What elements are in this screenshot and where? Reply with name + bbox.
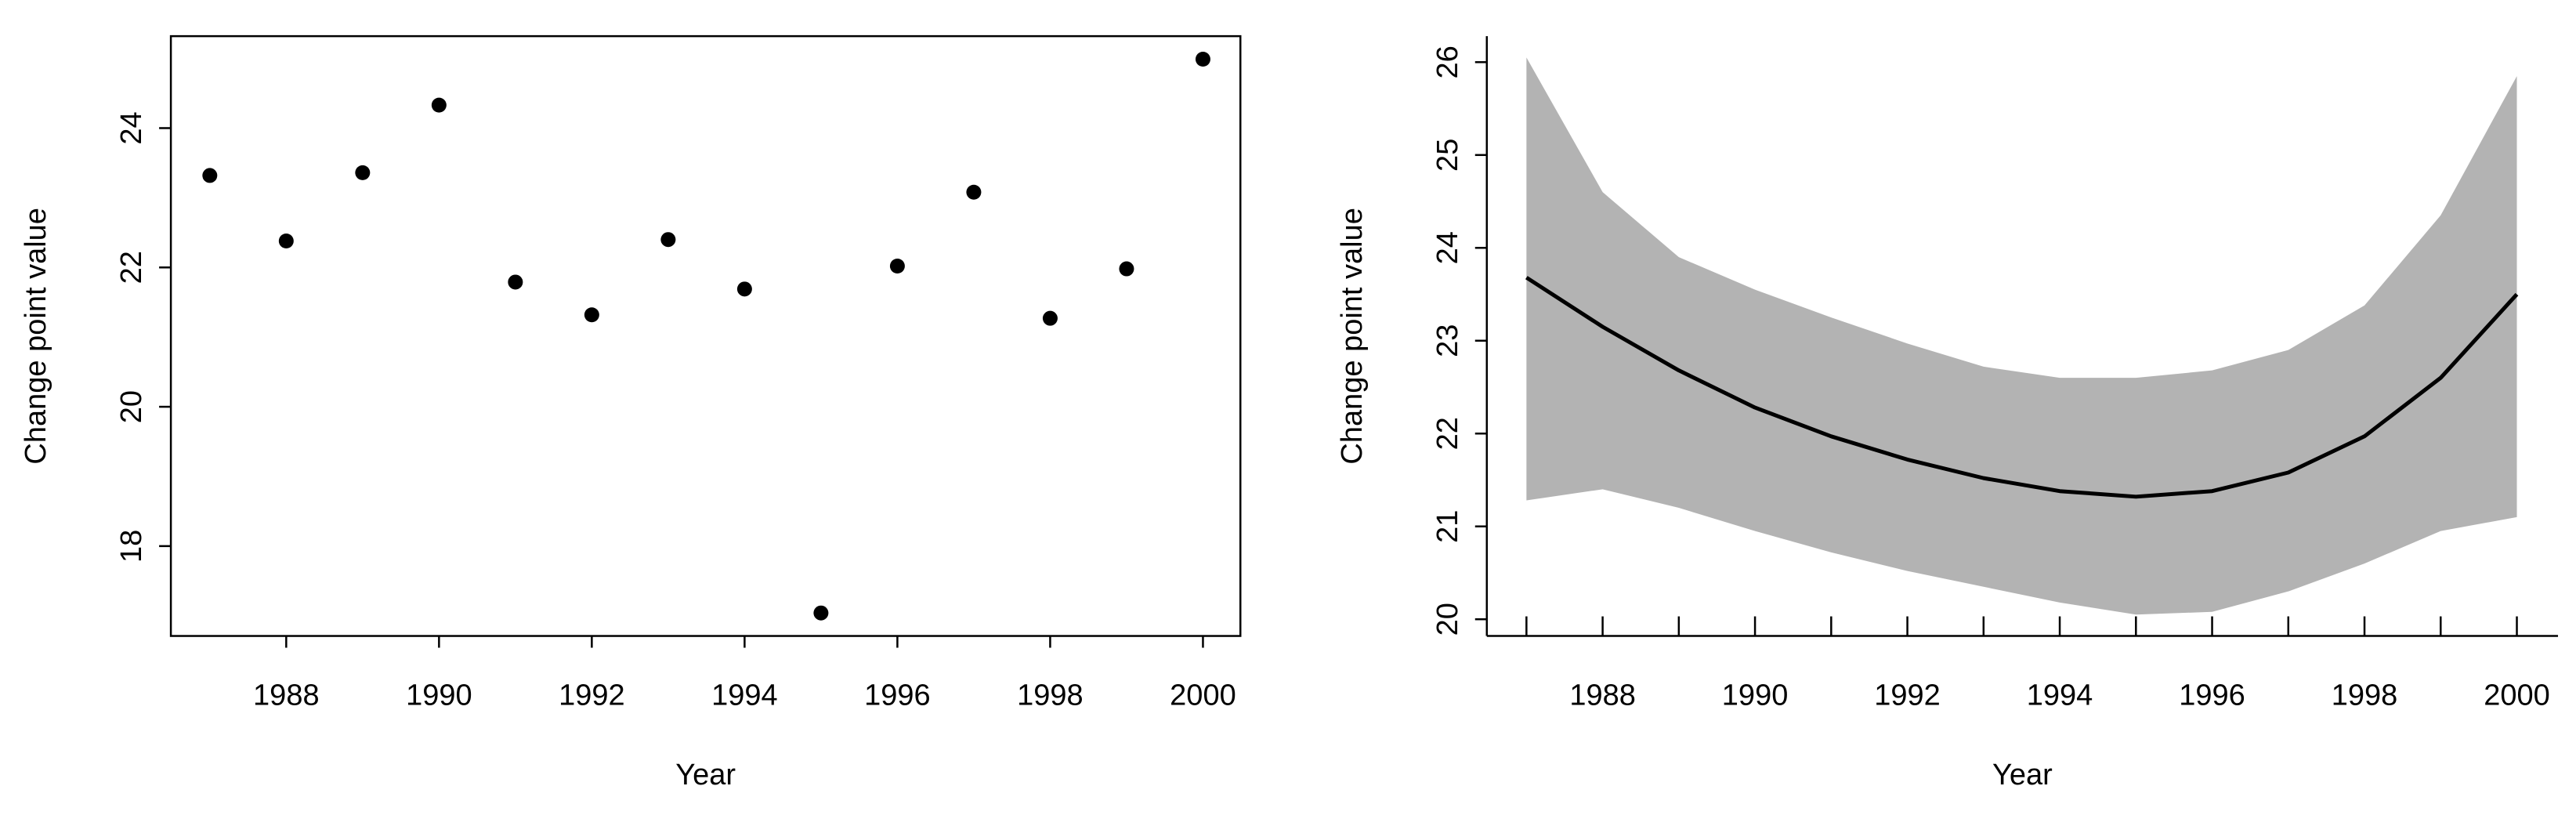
x-axis-title: Year [1992,759,2053,791]
point [1119,261,1134,277]
x-axis-title: Year [675,759,736,791]
point [1195,51,1210,67]
x-tick-label: 1988 [253,679,320,712]
x-tick-label: 1990 [406,679,472,712]
x-tick-label: 1992 [559,679,625,712]
y-tick-label: 20 [1431,603,1464,636]
confidence-band [1526,57,2517,615]
x-tick-label: 1996 [2179,679,2245,712]
y-axis-title: Change point value [1336,208,1369,464]
y-tick-label: 24 [115,111,148,144]
point [508,274,523,290]
x-tick-label: 1996 [864,679,931,712]
point [355,165,371,180]
y-tick-label: 26 [1431,45,1464,78]
y-axis-title: Change point value [20,208,52,464]
y-tick-label: 21 [1431,510,1464,543]
x-tick-label: 1992 [1874,679,1941,712]
x-tick-label: 2000 [2484,679,2550,712]
x-tick-label: 1988 [1569,679,1636,712]
point [889,258,905,273]
y-tick-label: 23 [1431,324,1464,357]
point [278,233,294,248]
point [584,307,599,323]
point [660,232,676,248]
y-tick-label: 22 [1431,417,1464,450]
y-tick-label: 24 [1431,231,1464,264]
x-tick-label: 1990 [1722,679,1789,712]
point [202,168,218,183]
point [736,281,752,297]
y-tick-label: 22 [115,251,148,284]
point [431,97,447,113]
y-tick-label: 25 [1431,139,1464,172]
point [1042,310,1058,326]
x-tick-label: 1994 [2027,679,2093,712]
x-tick-label: 1998 [2332,679,2398,712]
fit-line [1525,276,2519,499]
x-tick-label: 2000 [1170,679,1236,712]
y-tick-label: 20 [115,390,148,423]
plot-box [169,34,1242,637]
point [813,605,829,621]
point [966,184,982,200]
y-tick-label: 18 [115,530,148,563]
x-tick-label: 1994 [711,679,778,712]
x-tick-label: 1998 [1017,679,1084,712]
